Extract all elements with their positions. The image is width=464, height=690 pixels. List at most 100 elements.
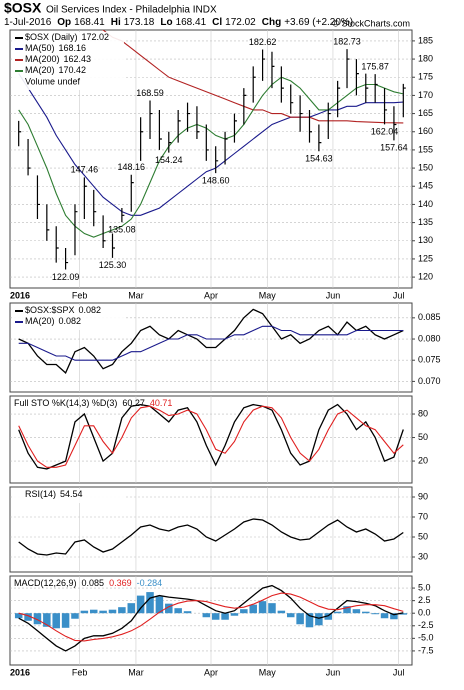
y-tick-label: 0.070 (418, 376, 441, 386)
histogram-bar (33, 613, 42, 625)
y-tick-label: 160 (418, 126, 433, 136)
y-tick-label: 170 (418, 90, 433, 100)
legend-name: MA(50) (25, 43, 55, 53)
series-line (18, 405, 404, 468)
series-line (18, 308, 404, 374)
ohlc-bar (111, 233, 115, 258)
legend-entry: $OSX (Daily) 172.02 (25, 32, 109, 42)
legend-title: MACD(12,26,9) (14, 578, 77, 588)
x-tick-label: May (259, 290, 277, 300)
symbol: $OSX (4, 0, 42, 16)
ohlc-bar (233, 113, 237, 143)
histogram-bar (136, 595, 145, 614)
quote-label: Hi (111, 17, 121, 28)
x-tick-label: Jul (393, 667, 405, 677)
panel: 120 125 130 135 140 145 150 155 160 165 170 175 180 1… (9, 18, 433, 300)
histogram-bar (380, 613, 389, 619)
x-tick-label: Jun (326, 667, 341, 677)
ohlc-bar (27, 139, 31, 176)
ohlc-bar (121, 208, 125, 223)
histogram-bar (352, 609, 361, 614)
legend-value: 40.71 (150, 398, 173, 408)
y-tick-label: 145 (418, 181, 433, 191)
histogram-bar (24, 613, 32, 621)
annotation: 148.60 (202, 176, 230, 186)
ohlc-bar (149, 100, 153, 140)
panel: 30 50 70 90 RSI(14) 54.54 (9, 486, 428, 573)
y-tick-label: 155 (418, 144, 433, 154)
x-tick-label: Jun (326, 290, 341, 300)
y-tick-label: 30 (418, 551, 428, 561)
histogram-bar (174, 608, 182, 614)
histogram-bar (296, 613, 304, 625)
histogram-bar (230, 613, 239, 616)
panel: 20 50 80 Full STO %K(14,3) %D(3) 60.27 40.71 (9, 395, 428, 484)
quote-value: 168.41 (74, 17, 105, 28)
histogram-bar (52, 613, 60, 629)
ohlc-bar (337, 80, 341, 118)
y-tick-label: 150 (418, 162, 433, 172)
y-tick-label: 20 (418, 455, 428, 465)
ohlc-bar (318, 124, 322, 152)
ohlc-bar (83, 177, 87, 219)
y-tick-label: -5.0 (418, 633, 434, 643)
ohlc-bar (102, 215, 106, 249)
x-tick-label: Apr (204, 667, 218, 677)
plot-area (18, 518, 404, 556)
series-line (18, 592, 404, 642)
y-tick-label: 140 (418, 199, 433, 209)
y-tick-label: 90 (418, 491, 428, 501)
histogram-bar (249, 604, 257, 614)
annotation: 168.59 (136, 88, 164, 98)
ohlc-bar (74, 204, 78, 256)
legend-box (12, 489, 124, 503)
legend-value: 0.082 (59, 316, 82, 326)
histogram-bar (277, 610, 286, 614)
histogram-bar (315, 613, 323, 626)
legend-value: 170.42 (59, 65, 87, 75)
quote-label: Cl (212, 17, 222, 28)
ohlc-bar (290, 84, 294, 114)
x-tick-label: Apr (204, 290, 218, 300)
ohlc-bar (299, 95, 303, 132)
x-tick-label: 2016 (10, 290, 30, 300)
x-tick-label: Mar (128, 290, 144, 300)
y-tick-label: 2.5 (418, 595, 431, 605)
x-tick-label: 2016 (10, 667, 30, 677)
legend-entry: RSI(14) 54.54 (25, 489, 83, 499)
histogram-bar (71, 613, 79, 619)
ohlc-bar (140, 117, 144, 161)
histogram-bar (61, 613, 70, 628)
ohlc-bar (327, 102, 331, 140)
ohlc-bar (308, 109, 312, 143)
histogram-bar (146, 592, 154, 614)
annotation: 147.46 (71, 165, 99, 175)
legend-value: 60.27 (122, 398, 145, 408)
y-tick-label: 165 (418, 108, 433, 118)
credit: © StockCharts.com (332, 18, 410, 28)
legend-name: MA(20) (25, 65, 55, 75)
histogram-bar (240, 609, 248, 614)
histogram-bar (80, 610, 89, 614)
legend-name: $OSX (Daily) (25, 32, 78, 42)
quote-value: 168.41 (176, 17, 207, 28)
legend-value: 0.085 (82, 578, 105, 588)
quote-value: 172.02 (225, 17, 256, 28)
y-tick-label: 50 (418, 432, 428, 442)
ohlc-bar (402, 83, 406, 118)
quote-value: +3.69 (+2.20%) (284, 17, 353, 28)
legend-name: RSI(14) (25, 489, 56, 499)
ohlc-bar (346, 49, 350, 89)
ohlc-bar (130, 174, 134, 212)
histogram-bar (127, 603, 136, 614)
series-line (18, 403, 404, 470)
y-tick-label: 125 (418, 253, 433, 263)
y-tick-label: 5.0 (418, 582, 431, 592)
annotation: 135.08 (108, 225, 136, 235)
histogram-bar (221, 613, 229, 620)
y-tick-label: 80 (418, 408, 428, 418)
legend-entry: MA(20) 0.082 (25, 316, 81, 326)
annotation: 162.04 (371, 127, 399, 137)
y-tick-label: 70 (418, 511, 428, 521)
